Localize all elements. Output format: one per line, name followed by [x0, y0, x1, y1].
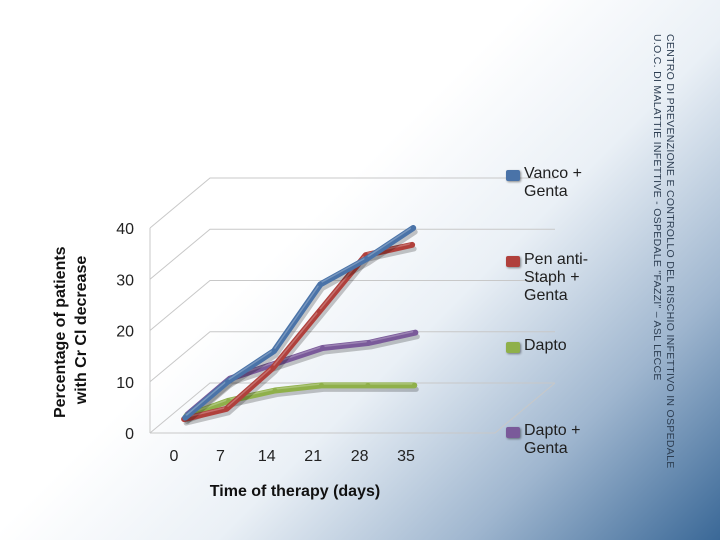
series-line-dapto — [183, 382, 418, 420]
data-point — [364, 256, 370, 262]
series-shadow — [186, 334, 420, 422]
data-point — [411, 382, 417, 388]
data-point — [317, 281, 323, 287]
floor-edge — [150, 382, 556, 434]
legend-item-vanco: Vanco + Genta — [506, 165, 582, 201]
gridline — [149, 382, 555, 434]
data-point — [182, 415, 188, 421]
data-point — [271, 348, 277, 354]
data-point — [410, 225, 416, 231]
data-point — [318, 382, 324, 388]
legend-swatch — [506, 256, 520, 267]
data-point — [316, 309, 322, 314]
x-tick-label: 21 — [304, 448, 322, 465]
legend-label: Dapto — [524, 337, 567, 354]
x-tick-label: 7 — [216, 448, 225, 465]
data-point — [366, 340, 372, 346]
gridline — [149, 280, 555, 331]
series-shadow — [183, 246, 417, 426]
x-tick-label: 0 — [170, 448, 179, 465]
series-line-vanco — [182, 225, 417, 421]
data-point — [320, 345, 326, 351]
legend-label: Dapto + Genta — [524, 422, 581, 457]
data-point — [409, 242, 415, 248]
series-highlight — [184, 225, 414, 417]
y-tick-labels: 0 10 20 30 40 — [116, 221, 134, 443]
legend-item-pen: Pen anti- Staph + Genta — [506, 251, 588, 305]
y-tick-label: 20 — [116, 324, 134, 341]
legend-label: Pen anti- Staph + Genta — [524, 251, 589, 304]
x-tick-label: 35 — [397, 448, 415, 465]
chart-series — [181, 225, 420, 426]
x-axis-label: Time of therapy (days) — [210, 483, 380, 500]
y-tick-label: 40 — [116, 221, 134, 238]
data-point — [225, 379, 231, 385]
data-point — [270, 365, 276, 371]
chart-gridlines — [149, 177, 556, 434]
y-axis-label: Percentage of patients with Cr Cl decrea… — [52, 242, 90, 418]
y-tick-label: 0 — [125, 426, 134, 443]
y-tick-label: 10 — [116, 375, 134, 392]
series-highlight — [186, 383, 415, 416]
y-tick-label: 30 — [116, 272, 134, 289]
legend-swatch — [506, 170, 520, 181]
y-axis-label-line-1: Percentage of patients — [52, 246, 69, 418]
x-tick-label: 28 — [351, 448, 369, 465]
gridline — [149, 177, 555, 229]
x-tick-label: 14 — [258, 448, 276, 465]
legend-swatch — [506, 427, 520, 438]
data-point — [412, 330, 418, 336]
legend-item-dapto_genta: Dapto + Genta — [506, 422, 580, 458]
legend-item-dapto: Dapto — [506, 337, 567, 355]
legend-swatch — [506, 342, 520, 353]
gridline — [149, 228, 555, 280]
data-point — [224, 406, 230, 412]
y-axis-label-line-2: with Cr Cl decrease — [73, 256, 90, 406]
legend-label: Vanco + Genta — [524, 165, 582, 200]
gridline — [149, 331, 555, 383]
x-tick-labels: 0 7 14 21 28 35 — [170, 448, 415, 465]
series-shadow — [184, 229, 418, 425]
data-point — [272, 388, 278, 393]
data-point — [365, 382, 371, 388]
